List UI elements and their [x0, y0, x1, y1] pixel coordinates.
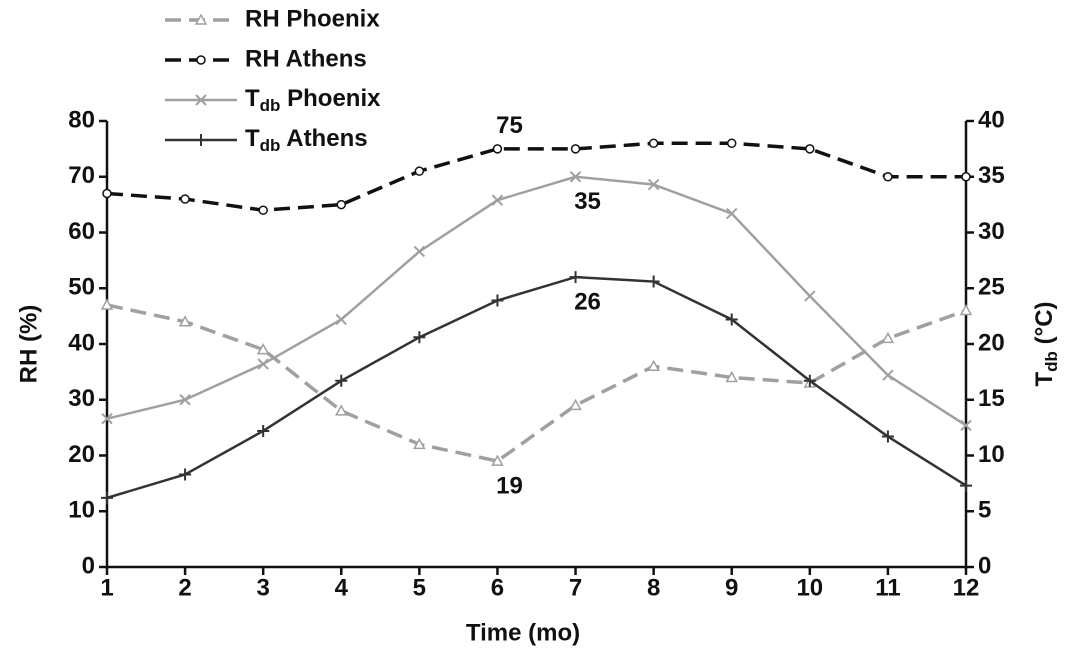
y2-tick-label: 20	[978, 329, 1005, 356]
marker	[881, 331, 895, 344]
marker	[726, 207, 738, 220]
legend-marker	[195, 94, 207, 106]
marker	[179, 468, 192, 481]
legend-label: Tdb Athens	[245, 125, 368, 155]
marker	[101, 412, 113, 425]
marker	[883, 172, 893, 182]
y-tick-label: 80	[68, 106, 95, 133]
marker	[569, 171, 582, 183]
marker	[569, 398, 582, 411]
y-tick-label: 0	[82, 552, 95, 579]
y2-tick-label: 10	[978, 441, 1005, 468]
series-line	[106, 141, 966, 212]
data-label: 75	[496, 112, 523, 139]
y2-tick-label: 15	[978, 385, 1005, 412]
x-tick-label: 11	[875, 574, 900, 601]
y-tick-label: 20	[68, 441, 95, 468]
y-tick-label: 10	[68, 497, 95, 524]
legend-label: RH Athens	[245, 45, 367, 72]
legend-marker	[195, 134, 207, 146]
series-line	[106, 275, 967, 500]
series-line	[106, 175, 967, 427]
marker	[959, 304, 973, 316]
x-tick-label: 8	[647, 574, 660, 601]
y-tick-label: 40	[68, 329, 95, 356]
marker	[413, 245, 426, 258]
marker	[725, 370, 739, 383]
y-tick-label: 50	[68, 274, 95, 301]
y2-tick-label: 35	[978, 162, 1005, 189]
marker	[413, 437, 426, 450]
marker	[648, 138, 659, 149]
marker	[334, 404, 348, 416]
y2-tick-label: 40	[978, 106, 1005, 133]
legend-label: RH Phoenix	[245, 5, 380, 32]
series-line	[106, 303, 967, 463]
marker	[179, 394, 191, 406]
marker	[804, 290, 816, 302]
marker	[257, 358, 269, 370]
marker	[335, 313, 347, 326]
y2-axis-title: Tdb (°C)	[1031, 301, 1061, 386]
marker	[100, 298, 114, 310]
marker	[102, 188, 112, 199]
y2-tick-label: 0	[978, 552, 991, 579]
marker	[257, 424, 270, 437]
marker	[101, 491, 113, 504]
y2-tick-label: 5	[978, 497, 991, 524]
marker	[491, 294, 504, 307]
y-tick-label: 60	[68, 218, 95, 245]
x-tick-label: 1	[100, 574, 113, 601]
marker	[570, 144, 581, 154]
data-label: 35	[574, 188, 601, 215]
marker	[805, 144, 815, 154]
marker	[726, 138, 737, 149]
marker	[960, 479, 972, 492]
x-tick-label: 4	[335, 574, 349, 601]
legend-marker	[194, 13, 208, 25]
marker	[803, 374, 816, 387]
y-axis-title: RH (%)	[15, 305, 42, 384]
marker	[256, 343, 270, 355]
marker	[414, 166, 425, 176]
x-tick-label: 5	[413, 574, 426, 601]
marker	[492, 144, 503, 154]
marker	[178, 315, 192, 327]
legend-marker	[196, 55, 206, 65]
marker	[725, 313, 738, 326]
marker	[960, 419, 972, 432]
x-tick-label: 2	[178, 574, 191, 601]
x-axis-title: Time (mo)	[466, 619, 580, 646]
marker	[647, 178, 660, 191]
data-label: 19	[496, 472, 523, 499]
data-label: 26	[574, 288, 601, 315]
marker	[336, 199, 347, 210]
marker	[647, 359, 660, 372]
x-tick-label: 12	[953, 574, 980, 601]
x-tick-label: 7	[569, 574, 582, 601]
y2-tick-label: 30	[978, 218, 1005, 245]
x-tick-label: 6	[491, 574, 504, 601]
marker	[491, 194, 504, 206]
marker	[413, 331, 426, 344]
marker	[335, 374, 348, 387]
marker	[881, 430, 894, 443]
marker	[882, 369, 894, 381]
x-tick-label: 9	[725, 574, 738, 601]
marker	[647, 275, 660, 288]
marker	[569, 271, 582, 284]
x-tick-label: 3	[257, 574, 270, 601]
marker	[491, 454, 504, 466]
y2-tick-label: 25	[978, 274, 1005, 301]
y-tick-label: 30	[68, 385, 95, 412]
x-tick-label: 10	[796, 574, 823, 601]
legend-label: Tdb Phoenix	[245, 85, 381, 115]
marker	[180, 194, 190, 204]
marker	[258, 205, 268, 215]
y-tick-label: 70	[68, 162, 95, 189]
marker	[961, 172, 971, 182]
